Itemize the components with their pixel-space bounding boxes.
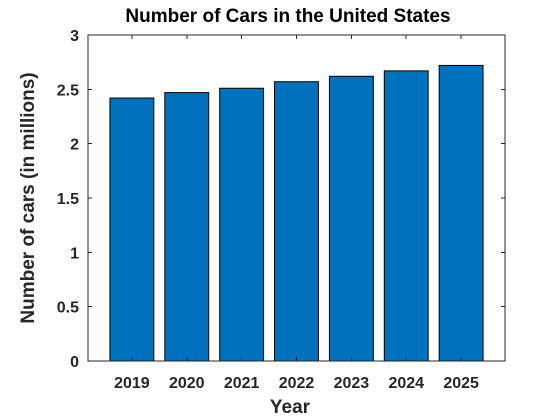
y-tick-label: 3 xyxy=(70,28,79,45)
bar-2019 xyxy=(109,97,155,362)
y-tick-label: 2.5 xyxy=(57,82,79,99)
chart-title: Number of Cars in the United States xyxy=(125,6,450,27)
x-tick-label: 2021 xyxy=(224,375,260,392)
x-tick-label: 2019 xyxy=(114,375,150,392)
bars-layer xyxy=(109,64,484,362)
bar-2024 xyxy=(383,70,429,362)
x-tick-label: 2023 xyxy=(334,375,370,392)
bar-2021 xyxy=(219,87,265,362)
y-tick-label: 0.5 xyxy=(57,300,79,317)
y-axis: 0 0.5 1 1.5 2 2.5 3 xyxy=(57,28,505,371)
x-axis: 2019 2020 2021 2022 2023 2024 2025 xyxy=(114,35,479,392)
bar-2020 xyxy=(164,92,210,362)
y-tick-label: 1.5 xyxy=(57,191,79,208)
bar-2025 xyxy=(438,64,484,362)
x-axis-label: Year xyxy=(270,397,311,418)
bar-2022 xyxy=(274,81,319,362)
y-tick-label: 0 xyxy=(70,354,79,371)
x-tick-label: 2020 xyxy=(169,375,205,392)
y-axis-label: Number of cars (in millions) xyxy=(18,72,39,323)
plot-area: 00.511.522.53 2019 2020 2021 2022 2023 2024 20… xyxy=(57,28,506,392)
y-tick-label: 2 xyxy=(70,137,79,154)
y-tick-label: 1 xyxy=(70,245,79,262)
x-tick-label: 2022 xyxy=(279,375,315,392)
bar-2023 xyxy=(328,75,374,362)
x-tick-label: 2025 xyxy=(443,375,479,392)
x-tick-label: 2024 xyxy=(388,375,424,392)
